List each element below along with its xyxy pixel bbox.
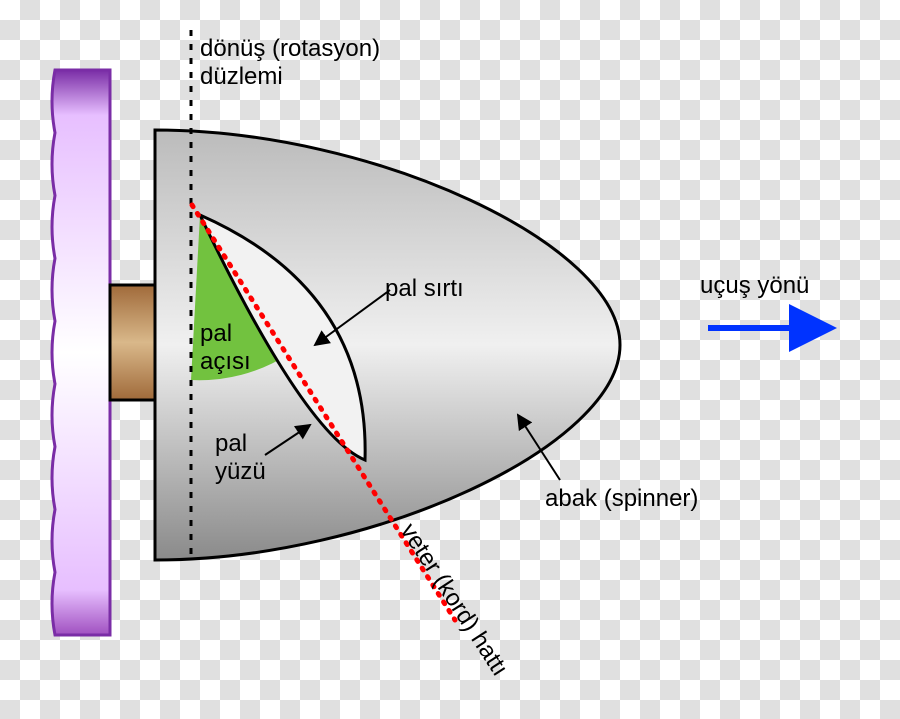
label-pal-sirti: pal sırtı [385,275,464,303]
label-ucus-yonu: uçuş yönü [700,272,809,300]
fuselage-plate [52,70,110,635]
shaft-hub [110,285,155,400]
label-abak: abak (spinner) [545,485,698,513]
diagram-svg: veter (kord) hattı [0,0,900,719]
label-rotation-plane: dönüş (rotasyon) düzlemi [200,35,380,90]
label-pal-acisi: pal açısı [200,320,251,375]
label-chord: veter (kord) hattı [395,519,514,681]
label-pal-yuzu: pal yüzü [215,430,266,485]
